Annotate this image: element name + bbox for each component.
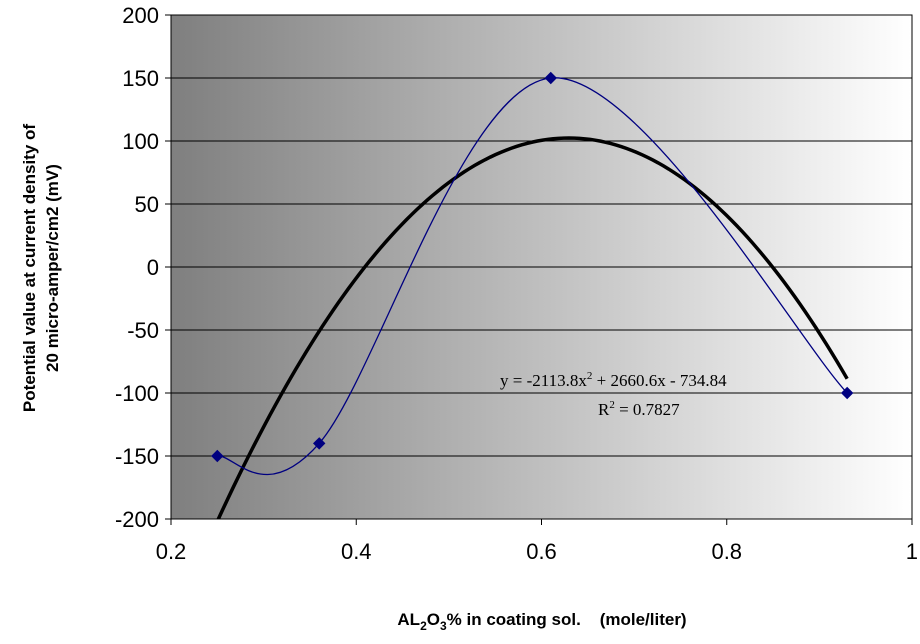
y-axis-title: Potential value at current density of 20… <box>20 124 62 412</box>
y-tick-label: 200 <box>122 3 159 28</box>
axes <box>165 14 913 525</box>
trendline-r-squared: R2 = 0.7827 <box>598 399 680 419</box>
data-markers <box>211 71 854 463</box>
x-tick-label: 0.8 <box>711 539 742 564</box>
y-tick-label: 50 <box>135 192 159 217</box>
data-point <box>312 437 326 450</box>
trendline <box>216 136 849 519</box>
y-tick-labels: -200 -150 -100 -50 0 50 100 150 200 <box>115 3 159 532</box>
x-axis-title: AL2O3% in coating sol. (mole/liter) <box>397 610 686 633</box>
data-point <box>840 386 854 400</box>
y-axis-title-line-1: Potential value at current density of <box>20 124 39 412</box>
series-line <box>217 77 848 476</box>
x-tick-label: 1 <box>906 539 918 564</box>
y-tick-label: 100 <box>122 129 159 154</box>
x-tick-labels: 0.2 0.4 0.6 0.8 1 <box>156 539 918 564</box>
data-point <box>211 449 224 463</box>
data-series <box>216 77 849 519</box>
y-tick-label: 150 <box>122 66 159 91</box>
y-tick-label: -100 <box>115 381 159 406</box>
y-tick-label: 0 <box>147 255 159 280</box>
x-tick-label: 0.2 <box>156 539 187 564</box>
y-tick-label: -50 <box>127 318 159 343</box>
x-tick-label: 0.6 <box>526 539 557 564</box>
y-tick-label: -200 <box>115 507 159 532</box>
x-tick-label: 0.4 <box>341 539 372 564</box>
trendline-equation: y = -2113.8x2 + 2660.6x - 734.84 <box>500 370 727 390</box>
y-axis-title-line-2: 20 micro-amper/cm2 (mV) <box>43 164 62 372</box>
y-tick-label: -150 <box>115 444 159 469</box>
data-point <box>544 71 557 85</box>
